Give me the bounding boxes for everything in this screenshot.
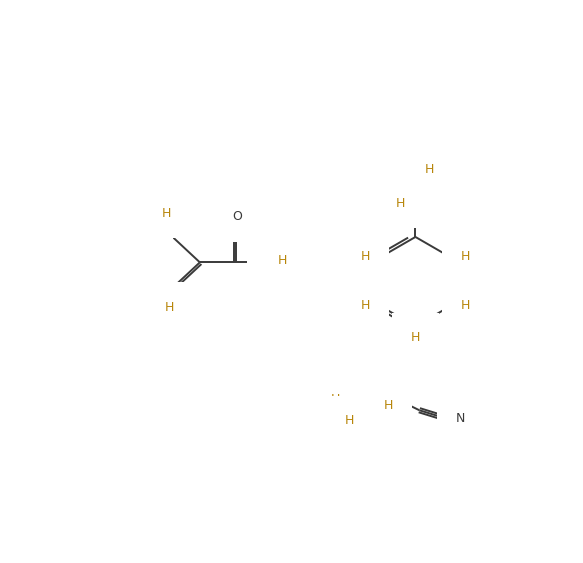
Text: H: H xyxy=(331,393,340,406)
Text: H: H xyxy=(345,414,354,427)
Text: H: H xyxy=(461,251,470,263)
Text: H: H xyxy=(360,251,370,263)
Text: H: H xyxy=(162,207,171,220)
Text: O: O xyxy=(266,254,276,267)
Text: H: H xyxy=(424,163,434,176)
Text: N: N xyxy=(456,412,466,425)
Text: H: H xyxy=(278,254,287,267)
Text: H: H xyxy=(461,299,470,312)
Text: H: H xyxy=(164,301,174,314)
Text: H: H xyxy=(147,282,156,295)
Text: O: O xyxy=(233,211,243,224)
Text: H: H xyxy=(384,399,393,412)
Text: H: H xyxy=(407,154,416,167)
Text: H: H xyxy=(145,215,154,227)
Text: H: H xyxy=(411,332,420,345)
Text: H: H xyxy=(395,196,405,209)
Text: H: H xyxy=(360,299,370,312)
Text: H: H xyxy=(143,228,153,241)
